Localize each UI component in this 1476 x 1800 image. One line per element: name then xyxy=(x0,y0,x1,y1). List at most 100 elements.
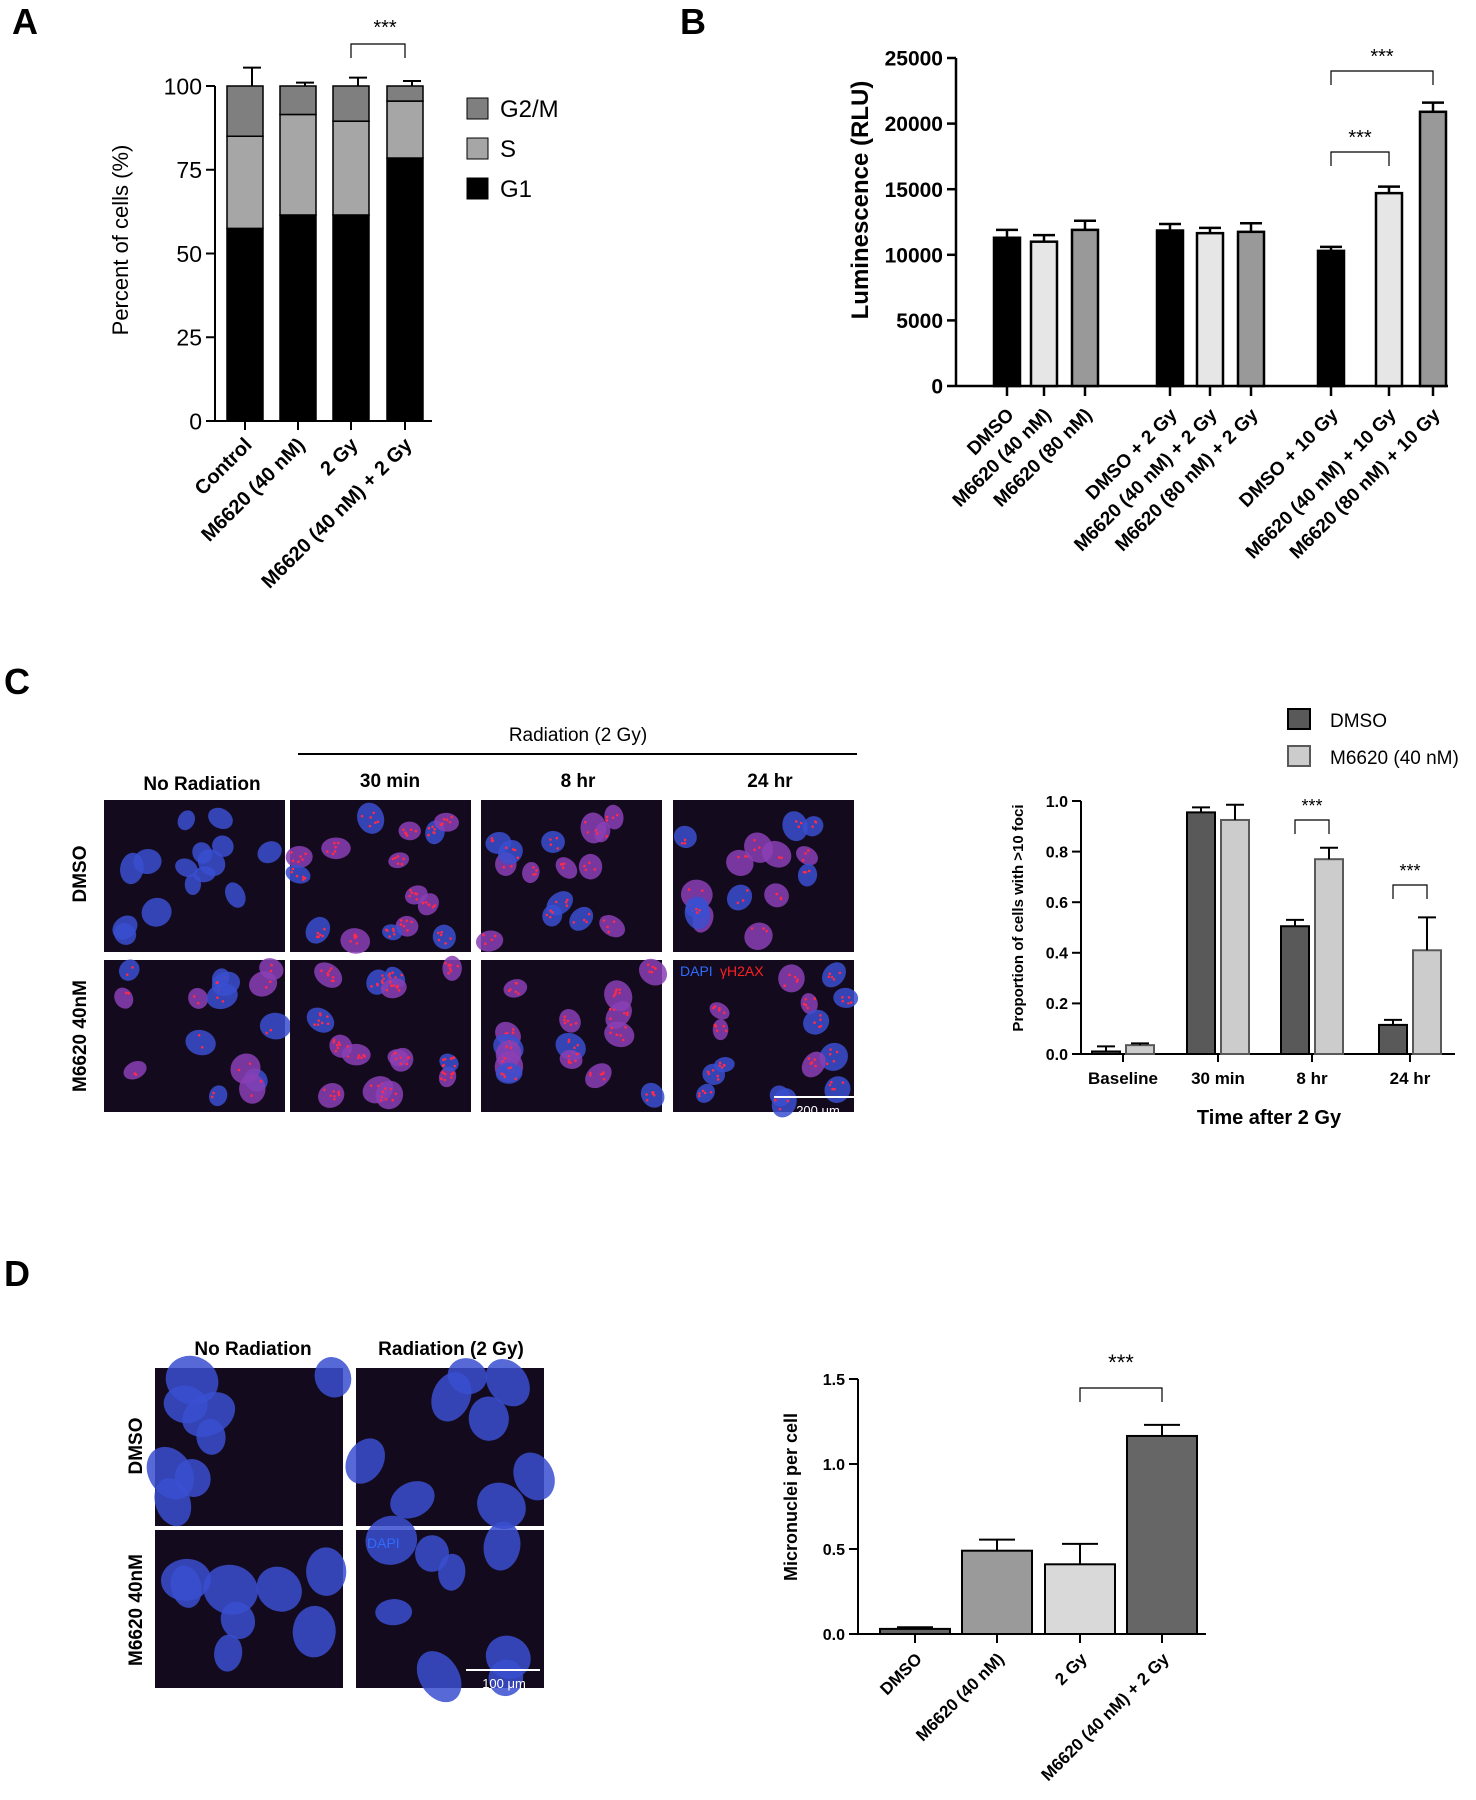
micrograph-c-r1-c1 xyxy=(104,800,285,952)
foci-spot xyxy=(216,996,219,999)
chart-b-y-tick-label: 15000 xyxy=(885,179,943,202)
foci-spot xyxy=(703,1091,707,1095)
foci-spot xyxy=(573,1046,576,1050)
foci-spot xyxy=(545,913,549,917)
foci-spot xyxy=(394,1092,398,1096)
chart-d-y-tick-label: 0.0 xyxy=(823,1627,845,1644)
foci-spot xyxy=(316,931,320,935)
cell-nucleus xyxy=(796,846,818,866)
chart-d-y-tick-label: 0.5 xyxy=(823,1542,845,1559)
chart-c-bar-m6620 xyxy=(1125,1044,1155,1056)
micrograph-d-r1-c1 xyxy=(146,1355,352,1527)
foci-spot xyxy=(216,980,219,984)
foci-spot xyxy=(841,999,845,1003)
foci-spot xyxy=(320,1021,324,1025)
micrograph-c-grid xyxy=(104,800,859,1118)
foci-spot xyxy=(212,1091,215,1095)
foci-spot xyxy=(575,1052,579,1056)
chart-b-y-tick-label: 5000 xyxy=(896,310,943,333)
foci-spot xyxy=(561,866,565,870)
legend-label-g2m: G2/M xyxy=(500,96,559,123)
foci-spot xyxy=(718,1064,722,1067)
foci-spot xyxy=(441,1071,444,1074)
foci-spot xyxy=(809,1062,813,1065)
chart-d-x-tick-label: M6620 (40 nM) xyxy=(912,1649,1008,1745)
foci-spot xyxy=(825,1062,829,1066)
cell-nucleus xyxy=(503,979,528,998)
foci-spot xyxy=(602,1077,606,1081)
chart-c-significance-label: *** xyxy=(1301,796,1322,816)
foci-spot xyxy=(415,898,419,901)
cell-nucleus xyxy=(599,915,626,938)
cell-nucleus xyxy=(154,1478,192,1527)
foci-spot xyxy=(651,1091,654,1094)
foci-spot xyxy=(793,975,797,979)
foci-spot xyxy=(576,1043,580,1047)
legend-swatch-s xyxy=(466,137,489,160)
chart-c-bar-dmso xyxy=(1186,811,1216,1056)
foci-spot xyxy=(317,935,320,939)
cell-nucleus xyxy=(365,1515,418,1565)
foci-spot xyxy=(814,820,818,824)
chart-c-x-tick-label: 8 hr xyxy=(1296,1069,1328,1088)
foci-spot xyxy=(250,1094,253,1097)
foci-spot xyxy=(687,888,691,891)
foci-spot xyxy=(453,1064,457,1068)
chart-c-y-label: Proportion of cells with >10 foci xyxy=(1010,804,1027,1031)
foci-spot xyxy=(369,816,372,819)
foci-spot xyxy=(392,929,395,933)
foci-spot xyxy=(584,868,588,872)
panel-c-micrographs: Radiation (2 Gy) No Radiation 30 min 8 h… xyxy=(70,725,859,1118)
foci-spot xyxy=(444,961,447,965)
foci-spot xyxy=(563,1015,567,1018)
foci-spot xyxy=(777,856,781,859)
foci-spot xyxy=(391,1098,395,1102)
cell-nucleus xyxy=(585,1063,612,1089)
foci-spot xyxy=(503,1057,506,1060)
foci-spot xyxy=(441,1064,445,1068)
foci-spot xyxy=(828,1083,832,1087)
foci-spot xyxy=(549,838,552,841)
foci-spot xyxy=(618,991,621,995)
foci-spot xyxy=(582,918,586,922)
foci-spot xyxy=(501,1059,504,1063)
chart-a-y-tick-label: 100 xyxy=(164,73,202,99)
foci-spot xyxy=(330,979,334,983)
foci-spot xyxy=(439,933,443,937)
foci-spot xyxy=(336,841,340,845)
foci-spot xyxy=(804,997,808,1001)
foci-spot xyxy=(484,942,487,946)
cell-nucleus xyxy=(578,853,603,880)
cell-nucleus xyxy=(382,924,403,941)
chart-b-bar xyxy=(1029,240,1059,388)
foci-spot xyxy=(593,868,597,871)
foci-spot xyxy=(567,1061,571,1064)
bar-segment-s xyxy=(226,135,264,230)
foci-spot xyxy=(654,966,657,970)
foci-spot xyxy=(509,1066,513,1069)
foci-spot xyxy=(318,1012,322,1015)
cell-nucleus xyxy=(165,1355,219,1405)
foci-spot xyxy=(596,832,599,835)
foci-spot xyxy=(802,870,806,874)
bar-segment-g2m xyxy=(332,85,370,122)
foci-spot xyxy=(386,929,389,932)
chart-b-y-tick-label: 20000 xyxy=(885,113,943,136)
chart-b-significance-bracket xyxy=(1330,151,1390,166)
micrograph-c-stain-dapi: DAPI xyxy=(680,963,713,979)
foci-spot xyxy=(259,1079,263,1083)
cell-nucleus xyxy=(522,861,540,883)
foci-spot xyxy=(563,1018,566,1022)
foci-spot xyxy=(565,904,569,908)
foci-spot xyxy=(813,997,817,1000)
foci-spot xyxy=(847,1002,850,1005)
foci-spot xyxy=(427,827,431,830)
chart-b-bar xyxy=(1236,230,1266,388)
chart-b-bar xyxy=(1195,231,1225,388)
cell-nucleus xyxy=(381,978,407,999)
foci-spot xyxy=(448,820,452,824)
foci-spot xyxy=(783,984,786,988)
foci-spot xyxy=(355,935,358,938)
foci-spot xyxy=(357,1054,361,1057)
cell-nucleus xyxy=(432,924,456,950)
